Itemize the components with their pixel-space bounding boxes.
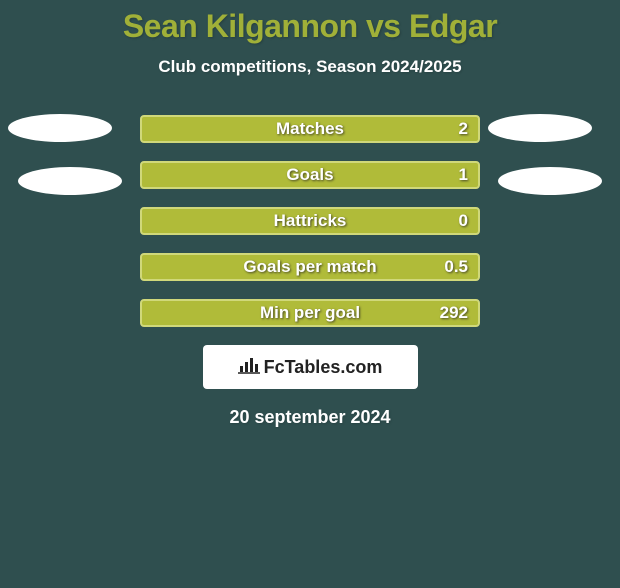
avatar [498,167,602,195]
stat-row: Hattricks 0 [140,207,480,235]
date-label: 20 september 2024 [0,407,620,428]
stat-label: Hattricks [274,211,347,231]
stat-row: Matches 2 [140,115,480,143]
comparison-chart: Matches 2 Goals 1 Hattricks 0 Goals per match 0… [0,115,620,428]
subtitle: Club competitions, Season 2024/2025 [0,57,620,77]
stat-value-right: 0.5 [444,257,468,277]
stat-label: Goals [286,165,333,185]
stat-row: Goals 1 [140,161,480,189]
stat-label: Matches [276,119,344,139]
stat-value-right: 1 [459,165,468,185]
page-title: Sean Kilgannon vs Edgar [0,8,620,45]
stat-value-right: 292 [440,303,468,323]
stat-label: Goals per match [243,257,376,277]
stat-label: Min per goal [260,303,360,323]
branding-label: FcTables.com [238,356,383,379]
stat-row: Goals per match 0.5 [140,253,480,281]
avatar [8,114,112,142]
stat-row: Min per goal 292 [140,299,480,327]
bar-fill-right [310,163,478,187]
chart-bar-icon [238,356,260,379]
branding-text: FcTables.com [264,357,383,378]
avatar [18,167,122,195]
stat-value-right: 0 [459,211,468,231]
branding-box: FcTables.com [203,345,418,389]
avatar [488,114,592,142]
stat-value-right: 2 [459,119,468,139]
